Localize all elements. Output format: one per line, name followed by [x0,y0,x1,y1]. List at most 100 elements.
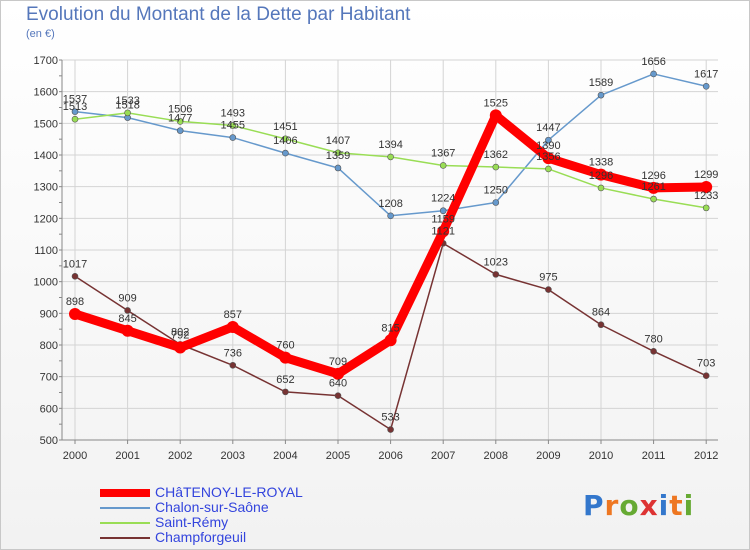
x-tick-label: 2012 [694,450,718,462]
logo-letter: i [683,489,695,522]
data-label: 760 [276,340,294,352]
data-label: 815 [381,322,399,334]
logo-letter: x [639,489,659,522]
data-point [387,212,394,220]
legend-swatch [100,507,150,509]
data-label: 1477 [168,113,192,125]
data-point [71,272,79,280]
legend-label: CHâTENOY-LE-ROYAL [155,484,303,500]
data-point [492,199,500,206]
data-point [702,372,710,380]
legend-swatch [100,522,150,524]
y-tick-label: 600 [40,403,58,415]
data-label: 1407 [326,135,350,147]
data-label: 1390 [536,140,560,152]
y-tick-label: 1400 [34,150,58,162]
data-point [597,321,605,329]
data-point [69,307,81,320]
data-point [226,320,239,333]
data-point [702,204,710,212]
data-label: 736 [224,347,242,359]
data-label: 909 [118,292,136,304]
data-label: 802 [171,326,189,338]
data-point [124,109,131,117]
x-tick-label: 2002 [168,450,192,462]
data-point [121,324,134,337]
data-point [650,348,657,355]
logo-letter: i [658,489,670,522]
data-label: 1356 [536,151,560,163]
x-tick-label: 2011 [642,450,666,462]
logo-letter: o [619,489,640,522]
y-tick-label: 1500 [34,118,58,130]
data-label: 1233 [694,190,718,202]
data-label: 1296 [589,170,613,182]
data-point [124,307,131,314]
data-label: 533 [381,412,399,424]
data-point [384,334,397,347]
data-point [650,195,657,203]
x-tick-label: 2009 [536,450,560,462]
data-point [282,135,289,143]
data-point [489,109,502,122]
data-label: 1406 [273,135,297,147]
data-point [71,108,79,115]
data-point [334,164,342,172]
data-point [542,152,555,165]
data-point [597,91,605,99]
logo-letter: t [669,489,684,522]
x-tick-label: 2003 [221,450,245,462]
data-label: 1023 [484,256,508,268]
data-label: 1447 [536,122,560,134]
data-point [439,162,447,169]
data-label: 1589 [589,77,613,89]
data-point [650,70,657,78]
y-tick-label: 1100 [34,245,58,257]
y-tick-label: 800 [40,340,58,352]
data-label: 1533 [115,95,139,107]
data-label: 1338 [589,157,613,169]
data-point [282,388,289,396]
data-point [387,426,394,433]
line-chart: 500 600 700 800 900 1000 1100 1200 1300 1400 1500 1… [34,55,719,462]
data-point [71,115,79,123]
data-label: 975 [539,272,557,284]
data-label: 1525 [484,97,508,109]
legend-label: Saint-Rémy [155,514,229,530]
x-tick-label: 2007 [431,450,455,462]
x-tick-label: 2006 [378,450,402,462]
data-point [334,392,342,399]
data-point [597,184,605,192]
x-tick-label: 2004 [273,450,297,462]
data-label: 1359 [326,150,350,162]
data-label: 1367 [431,147,455,159]
y-tick-label: 700 [40,372,58,384]
y-tick-label: 1200 [34,213,58,225]
data-label: 709 [329,356,347,368]
data-point [545,136,552,144]
data-point [437,225,450,238]
data-point [279,351,292,364]
data-label: 845 [118,313,136,325]
x-tick-label: 2000 [63,450,87,462]
data-label: 1296 [641,170,665,182]
legend-swatch [100,489,150,497]
x-tick-label: 2005 [326,450,350,462]
logo-letter: P [583,489,605,522]
y-tick-label: 900 [40,308,58,320]
data-label: 1451 [273,121,297,133]
data-label: 1518 [115,100,139,112]
data-point [176,118,184,125]
data-point [492,163,500,171]
data-label: 1208 [378,198,402,210]
data-label: 640 [329,378,347,390]
data-label: 792 [171,330,189,342]
y-tick-label: 500 [40,435,58,447]
logo-letter: r [604,489,620,522]
data-point [174,341,187,354]
data-point [229,134,237,141]
data-label: 1017 [63,258,87,270]
legend-label: Chalon-sur-Saône [155,499,269,515]
y-tick-label: 1000 [34,277,58,289]
chart-title: Evolution du Montant de la Dette par Hab… [26,4,411,25]
